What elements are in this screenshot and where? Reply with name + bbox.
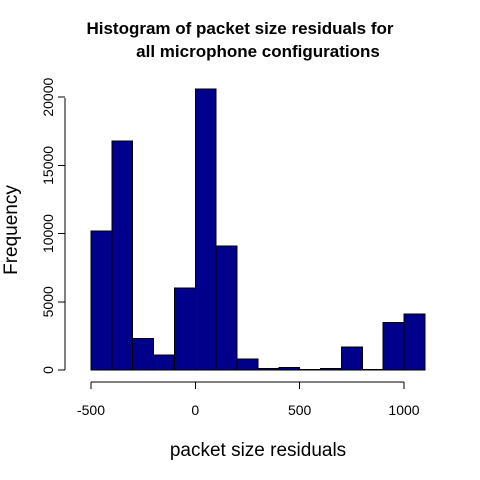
histogram-bar-10 xyxy=(299,368,322,371)
chart-title-line-2: all microphone configurations xyxy=(136,42,380,61)
x-ticks-layer: -500 0 500 1000 xyxy=(77,382,420,418)
histogram-bar-1 xyxy=(111,140,134,371)
histogram-bar-14 xyxy=(382,321,405,371)
histogram-bar-12 xyxy=(340,346,363,371)
y-tick-label-3: 15000 xyxy=(40,146,56,185)
y-ticks-layer: 0 5000 10000 15000 20000 xyxy=(40,78,65,374)
histogram-bar-6 xyxy=(215,245,238,371)
chart-title-line-1: Histogram of packet size residuals for xyxy=(86,19,393,38)
histogram-bar-0 xyxy=(90,230,113,371)
histogram-bar-4 xyxy=(173,287,196,371)
y-tick-label-4: 20000 xyxy=(40,78,56,117)
histogram-bar-9 xyxy=(278,366,301,371)
y-axis-label: Frequency xyxy=(1,185,22,275)
histogram-bar-2 xyxy=(132,338,155,371)
y-tick-label-0: 0 xyxy=(40,366,56,374)
x-tick-label-3: 1000 xyxy=(388,402,419,418)
x-axis-label: packet size residuals xyxy=(170,440,346,461)
y-tick-label-2: 10000 xyxy=(40,214,56,253)
x-tick-label-0: -500 xyxy=(77,402,105,418)
histogram-bar-13 xyxy=(361,368,384,371)
x-tick-label-2: 500 xyxy=(288,402,312,418)
histogram-bar-3 xyxy=(153,354,175,371)
x-tick-label-1: 0 xyxy=(191,402,199,418)
histogram-bar-5 xyxy=(194,88,217,371)
bars-layer xyxy=(90,88,426,371)
histogram-bar-8 xyxy=(257,368,280,371)
histogram-bar-11 xyxy=(320,368,342,371)
histogram-bar-7 xyxy=(236,358,259,371)
y-tick-label-1: 5000 xyxy=(40,286,56,317)
histogram-bar-15 xyxy=(403,313,426,371)
